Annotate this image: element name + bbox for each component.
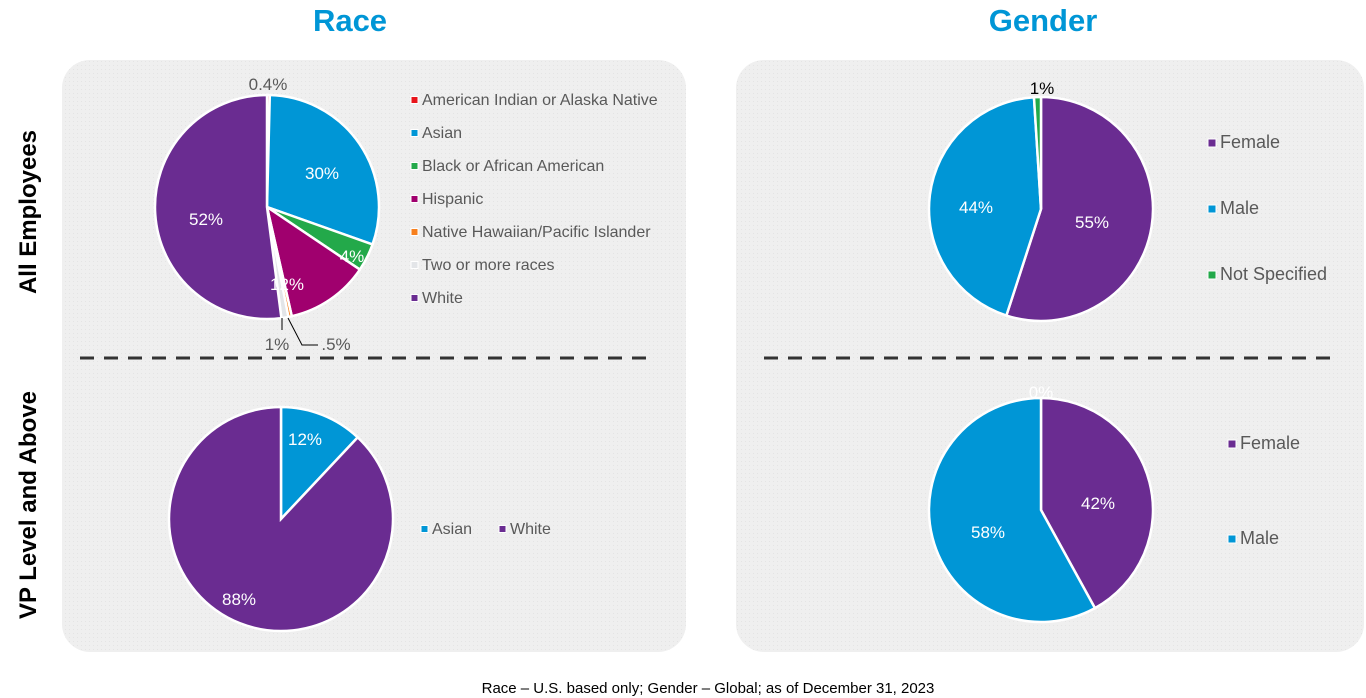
legend-label: White: [510, 521, 551, 538]
legend-swatch: [410, 96, 419, 104]
legend-item-asian: Asian: [410, 125, 462, 142]
legend-item-native-hawaiian-pacific-islander: Native Hawaiian/Pacific Islander: [410, 224, 651, 241]
data-label-female: 55%: [1075, 213, 1109, 232]
data-label-not-specified: 1%: [1030, 79, 1055, 98]
data-label-native-hawaiian-pacific-islander: .5%: [321, 335, 350, 354]
data-label-two-or-more-races: 1%: [265, 335, 290, 354]
slice-not-specified: [1032, 95, 1043, 210]
data-label-american-indian-or-alaska-native: 0.4%: [249, 75, 288, 94]
gender-title: Gender: [989, 3, 1098, 38]
legend-item-white: White: [410, 290, 463, 307]
pie-gender-vp: 42% 58% 0%: [927, 383, 1155, 624]
legend-label: Not Specified: [1220, 264, 1327, 284]
slice-male: [927, 396, 1097, 624]
slice-white: [167, 405, 395, 633]
data-label-hispanic: 12%: [270, 275, 304, 294]
legend-item-not-specified: Not Specified: [1207, 264, 1327, 284]
legend-item-asian: Asian: [420, 521, 472, 538]
gender-panel: [736, 60, 1364, 652]
legend-swatch: [410, 195, 419, 203]
slice-asian: [265, 93, 381, 247]
data-label-black-or-african-american: 4%: [340, 247, 365, 266]
legend-swatch: [410, 228, 419, 236]
legend-label: Male: [1240, 528, 1279, 548]
slice-female: [1039, 396, 1155, 610]
legend-label: Black or African American: [422, 158, 604, 175]
legend-label: Female: [1240, 433, 1300, 453]
legend-label: Asian: [422, 125, 462, 142]
legend-swatch: [1207, 270, 1217, 280]
legend-gender-vp: Female Male: [1227, 433, 1300, 548]
legend-label: American Indian or Alaska Native: [422, 92, 658, 109]
legend-item-male: Male: [1207, 198, 1259, 218]
pie-race-vp: 12% 88%: [167, 405, 395, 633]
legend-swatch: [410, 129, 419, 137]
legend-label: Asian: [432, 521, 472, 538]
legend-label: Two or more races: [422, 257, 554, 274]
row-label-vp: VP Level and Above: [15, 391, 42, 619]
data-label-white: 88%: [222, 590, 256, 609]
legend-swatch: [498, 525, 507, 533]
data-label-male: 58%: [971, 523, 1005, 542]
slice-female: [1004, 95, 1155, 323]
legend-label: Male: [1220, 198, 1259, 218]
leader-line-native-hawaiian-pacific-islander: [287, 317, 318, 346]
data-label-asian: 30%: [305, 164, 339, 183]
race-title: Race: [313, 3, 387, 38]
legend-swatch: [1207, 138, 1217, 148]
legend-swatch: [1227, 439, 1237, 449]
footnote: Race – U.S. based only; Gender – Global;…: [482, 680, 935, 697]
legend-swatch: [1207, 204, 1217, 214]
legend-swatch: [410, 162, 419, 170]
legend-swatch: [410, 294, 419, 302]
legend-item-female: Female: [1207, 132, 1280, 152]
slice-white: [153, 93, 283, 321]
legend-swatch: [1227, 534, 1237, 544]
pie-gender-all: 55% 44% 1%: [927, 79, 1155, 323]
data-label-not-specified: 0%: [1029, 383, 1054, 402]
legend-item-two-or-more-races: Two or more races: [410, 257, 554, 274]
data-label-asian: 12%: [288, 430, 322, 449]
pie-race-all: 0.4% 30% 4% 12% .5% 1% 52%: [153, 75, 381, 354]
legend-item-female: Female: [1227, 433, 1300, 453]
slice-asian: [279, 405, 360, 523]
legend-label: Female: [1220, 132, 1280, 152]
legend-item-hispanic: Hispanic: [410, 191, 483, 208]
row-label-all-employees: All Employees: [15, 130, 42, 294]
legend-label: Hispanic: [422, 191, 483, 208]
legend-item-male: Male: [1227, 528, 1279, 548]
legend-label: White: [422, 290, 463, 307]
legend-item-black-or-african-american: Black or African American: [410, 158, 604, 175]
legend-item-white: White: [498, 521, 551, 538]
legend-race-vp: Asian White: [420, 521, 551, 538]
data-label-white: 52%: [189, 210, 223, 229]
data-label-female: 42%: [1081, 494, 1115, 513]
slice-hispanic: [265, 204, 362, 318]
legend-label: Native Hawaiian/Pacific Islander: [422, 224, 651, 241]
legend-gender-all: Female Male Not Specified: [1207, 132, 1327, 284]
legend-race-all: American Indian or Alaska Native Asian Bla…: [410, 92, 658, 307]
legend-item-american-indian-or-alaska-native: American Indian or Alaska Native: [410, 92, 658, 109]
data-label-male: 44%: [959, 198, 993, 217]
slice-male: [927, 95, 1043, 318]
legend-swatch: [410, 261, 419, 269]
legend-swatch: [420, 525, 429, 533]
